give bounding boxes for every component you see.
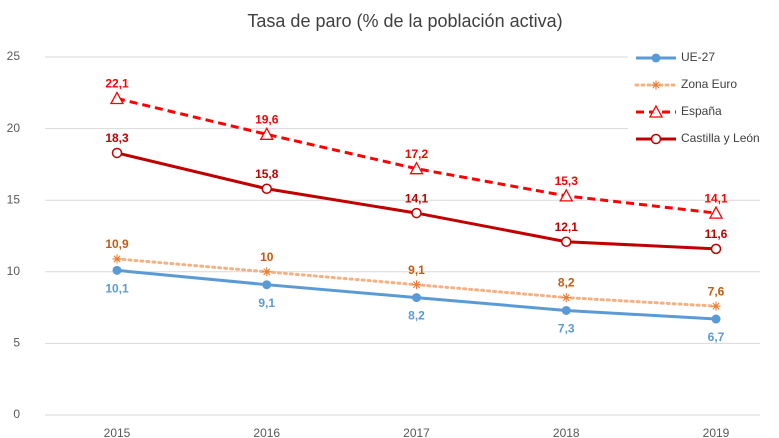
point xyxy=(261,183,272,194)
point xyxy=(111,147,123,159)
point xyxy=(412,280,421,290)
point xyxy=(112,254,122,264)
point xyxy=(559,188,574,202)
data-label: 17,2 xyxy=(405,147,429,161)
legend-label: Castilla y León xyxy=(681,131,760,145)
data-label: 7,6 xyxy=(708,284,725,298)
x-tick-label: 2016 xyxy=(253,426,280,438)
y-tick-label: 0 xyxy=(13,407,20,421)
x-tick-label: 2017 xyxy=(403,426,430,438)
point xyxy=(411,207,422,219)
point xyxy=(412,293,421,303)
data-label: 9,1 xyxy=(408,263,425,277)
point xyxy=(711,314,721,324)
legend-marker xyxy=(648,104,664,118)
data-label: 12,1 xyxy=(555,220,579,234)
data-label: 14,1 xyxy=(704,191,728,205)
data-label: 8,2 xyxy=(558,276,575,290)
data-label: 10,9 xyxy=(105,237,129,251)
data-label: 9,1 xyxy=(258,296,275,310)
legend: UE-27 Zona Euro España Castilla y León xyxy=(628,44,774,150)
x-tick-label: 2018 xyxy=(553,426,580,438)
data-label: 18,3 xyxy=(105,131,129,145)
data-label: 10,1 xyxy=(105,282,129,296)
data-label: 8,2 xyxy=(408,309,425,323)
data-label: 19,6 xyxy=(255,112,279,126)
data-label: 10 xyxy=(260,250,274,264)
x-tick-label: 2019 xyxy=(703,426,730,438)
data-label: 22,1 xyxy=(105,77,129,91)
legend-marker xyxy=(651,53,661,63)
point xyxy=(561,293,571,303)
legend-marker xyxy=(651,80,661,90)
y-tick-label: 20 xyxy=(7,121,21,135)
data-label: 15,8 xyxy=(255,167,279,181)
data-label: 7,3 xyxy=(558,322,575,336)
y-tick-label: 10 xyxy=(7,264,21,278)
point xyxy=(708,205,724,219)
point xyxy=(262,280,272,290)
y-tick-label: 15 xyxy=(7,192,21,206)
point xyxy=(710,243,722,255)
point xyxy=(262,267,272,277)
data-label: 14,1 xyxy=(405,191,429,205)
chart-title: Tasa de paro (% de la población activa) xyxy=(247,11,562,31)
legend-box xyxy=(628,44,774,150)
point xyxy=(409,161,424,175)
data-label: 15,3 xyxy=(555,174,579,188)
point xyxy=(561,236,572,247)
legend-marker xyxy=(650,133,662,145)
point xyxy=(561,305,571,315)
legend-label: España xyxy=(681,104,722,118)
point xyxy=(109,91,125,105)
x-tick-label: 2015 xyxy=(104,426,131,438)
y-tick-label: 25 xyxy=(7,49,21,63)
series-line xyxy=(116,97,717,215)
data-label: 11,6 xyxy=(705,227,728,241)
data-label: 6,7 xyxy=(708,330,725,344)
point xyxy=(711,301,721,311)
point xyxy=(112,265,122,275)
legend-label: UE-27 xyxy=(681,50,715,64)
y-tick-label: 5 xyxy=(13,336,20,350)
legend-label: Zona Euro xyxy=(681,77,737,91)
point xyxy=(259,126,274,140)
